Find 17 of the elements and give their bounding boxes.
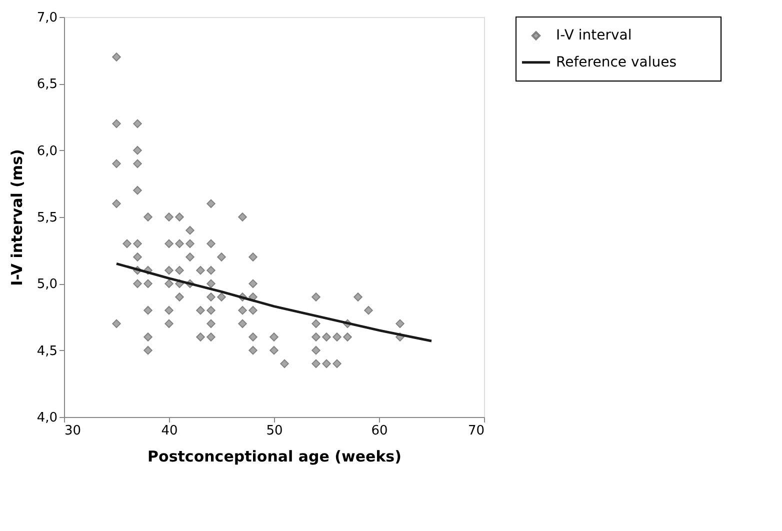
y-tick-label: 5,5 xyxy=(36,210,58,226)
legend-label: Reference values xyxy=(556,54,676,70)
y-tick-label: 5,0 xyxy=(36,277,58,292)
x-tick-label: 30 xyxy=(64,424,82,438)
y-tick-label: 4,5 xyxy=(36,344,58,359)
line-series xyxy=(115,262,433,342)
x-axis-title: Postconceptional age (weeks) xyxy=(148,448,402,466)
y-tick-label: 7,0 xyxy=(36,10,58,26)
x-tick-label: 50 xyxy=(266,424,283,438)
y-axis-title: I-V interval (ms) xyxy=(8,149,26,286)
x-tick-label: 60 xyxy=(371,424,388,438)
y-tick-label: 6,0 xyxy=(36,144,58,159)
x-tick-label: 70 xyxy=(468,424,484,438)
x-tick-label: 40 xyxy=(161,424,178,438)
y-tick-label: 4,0 xyxy=(36,410,58,426)
legend-label: I-V interval xyxy=(556,28,632,44)
y-tick-label: 6,5 xyxy=(36,77,58,92)
